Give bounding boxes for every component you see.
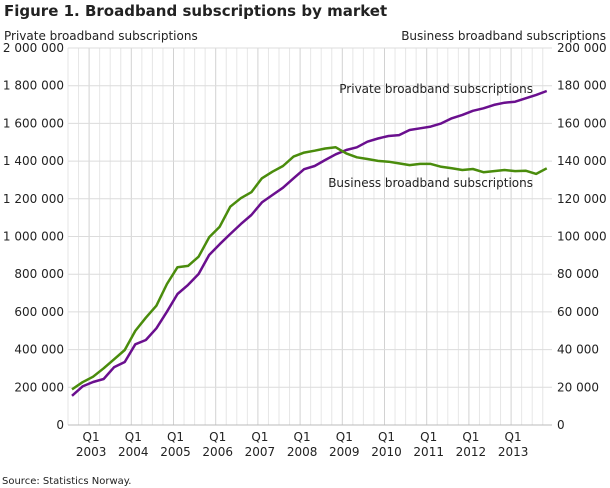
source-note: Source: Statistics Norway. — [2, 476, 131, 487]
left-y-axis: 0 200 000 400 000 600 000 800 000 1 000 000 1 … — [3, 41, 64, 432]
x-tick-quarter-label: Q1 — [462, 430, 479, 444]
right-y-tick-label: 140 000 — [557, 154, 607, 168]
business-series-annotation: Business broadband subscriptions — [328, 176, 533, 190]
x-tick-quarter-label: Q1 — [251, 430, 268, 444]
x-tick-year-label: 2008 — [287, 445, 318, 459]
right-axis-title: Business broadband subscriptions — [401, 29, 606, 43]
right-y-tick-label: 100 000 — [557, 230, 607, 244]
left-y-tick-label: 800 000 — [14, 267, 64, 281]
left-y-tick-label: 1 600 000 — [3, 116, 64, 130]
left-y-tick-label: 2 000 000 — [3, 41, 64, 55]
x-tick-year-label: 2013 — [498, 445, 529, 459]
right-y-tick-label: 120 000 — [557, 192, 607, 206]
right-y-tick-label: 0 — [557, 418, 565, 432]
left-y-tick-label: 0 — [56, 418, 64, 432]
x-tick-quarter-label: Q1 — [83, 430, 100, 444]
grid — [67, 47, 552, 426]
right-y-tick-label: 40 000 — [557, 343, 599, 357]
right-y-tick-label: 60 000 — [557, 305, 599, 319]
x-tick-quarter-label: Q1 — [378, 430, 395, 444]
right-y-tick-label: 180 000 — [557, 79, 607, 93]
left-y-tick-label: 1 800 000 — [3, 79, 64, 93]
right-y-axis: 0 20 000 40 000 60 000 80 000 100 000 120 000 1… — [557, 41, 607, 432]
x-tick-year-label: 2010 — [371, 445, 402, 459]
x-tick-quarter-label: Q1 — [167, 430, 184, 444]
x-tick-year-label: 2011 — [413, 445, 444, 459]
left-y-tick-label: 200 000 — [14, 380, 64, 394]
x-tick-quarter-label: Q1 — [505, 430, 522, 444]
right-y-tick-label: 200 000 — [557, 41, 607, 55]
x-tick-quarter-label: Q1 — [336, 430, 353, 444]
left-y-tick-label: 1 400 000 — [3, 154, 64, 168]
chart-title: Figure 1. Broadband subscriptions by mar… — [4, 2, 387, 20]
x-tick-year-label: 2012 — [456, 445, 487, 459]
left-y-tick-label: 1 200 000 — [3, 192, 64, 206]
right-y-tick-label: 80 000 — [557, 267, 599, 281]
left-y-tick-label: 1 000 000 — [3, 230, 64, 244]
left-y-tick-label: 600 000 — [14, 305, 64, 319]
private-series-annotation: Private broadband subscriptions — [339, 82, 533, 96]
right-y-tick-label: 160 000 — [557, 116, 607, 130]
x-axis: Q12003Q12004Q12005Q12006Q12007Q12008Q120… — [76, 430, 529, 459]
left-y-tick-label: 400 000 — [14, 343, 64, 357]
private-subscriptions-line — [71, 89, 548, 397]
left-axis-title: Private broadband subscriptions — [4, 29, 198, 43]
series-lines — [71, 89, 548, 397]
x-tick-year-label: 2003 — [76, 445, 107, 459]
x-tick-quarter-label: Q1 — [294, 430, 311, 444]
x-tick-year-label: 2005 — [160, 445, 191, 459]
x-tick-year-label: 2004 — [118, 445, 149, 459]
x-tick-year-label: 2007 — [245, 445, 276, 459]
x-tick-quarter-label: Q1 — [420, 430, 437, 444]
x-tick-year-label: 2006 — [202, 445, 233, 459]
right-y-tick-label: 20 000 — [557, 380, 599, 394]
business-subscriptions-line — [71, 146, 548, 391]
x-tick-quarter-label: Q1 — [125, 430, 142, 444]
x-tick-year-label: 2009 — [329, 445, 360, 459]
x-tick-quarter-label: Q1 — [209, 430, 226, 444]
